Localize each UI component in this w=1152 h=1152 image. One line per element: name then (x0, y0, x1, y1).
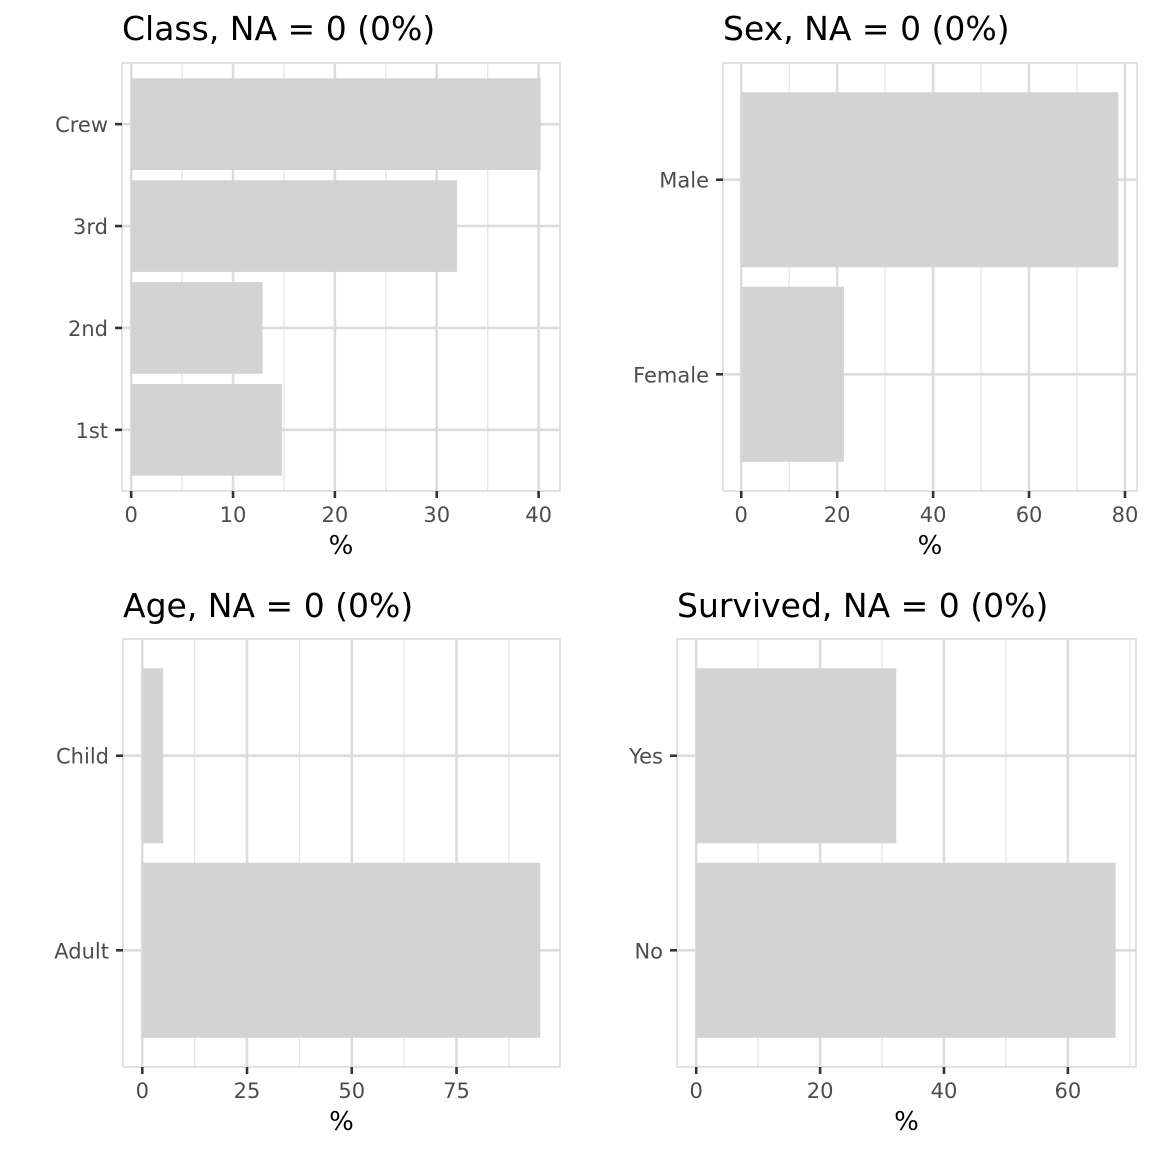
x-tick-label: 40 (931, 1079, 958, 1103)
bar-female (741, 286, 844, 462)
chart-title: Class, NA = 0 (0%) (122, 9, 435, 48)
x-axis-title: % (329, 531, 354, 561)
y-tick-label: No (634, 939, 663, 963)
x-tick-label: 75 (443, 1079, 470, 1103)
chart-title: Age, NA = 0 (0%) (123, 586, 413, 625)
y-tick-label: Yes (628, 745, 663, 769)
bar-male (741, 92, 1119, 268)
chart-title: Sex, NA = 0 (0%) (723, 9, 1010, 48)
x-tick-label: 20 (322, 503, 349, 527)
panel-border (122, 638, 561, 1068)
x-tick-label: 50 (338, 1079, 365, 1103)
x-tick-label: 10 (220, 503, 247, 527)
bar-child (142, 668, 164, 844)
y-tick-label: Adult (54, 939, 109, 963)
x-tick-label: 0 (690, 1079, 703, 1103)
x-axis-title: % (894, 1107, 919, 1137)
chart-panel-2: Female Male 0 20 40 60 80% Sex, NA = 0 (0%) (633, 9, 1138, 561)
y-tick-label: 1st (75, 419, 108, 443)
x-axis-title: % (918, 531, 943, 561)
chart-title: Survived, NA = 0 (0%) (677, 586, 1048, 625)
chart-panel-3: Adult Child 0 25 50 75% Age, NA = 0 (0%) (54, 586, 561, 1137)
x-tick-label: 25 (234, 1079, 261, 1103)
x-tick-label: 40 (525, 503, 552, 527)
x-tick-label: 0 (124, 503, 137, 527)
bar-3rd (131, 180, 458, 272)
bar-crew (131, 78, 541, 170)
x-tick-label: 60 (1054, 1079, 1081, 1103)
x-tick-label: 40 (920, 503, 947, 527)
panel-border (676, 638, 1137, 1068)
x-axis-title: % (329, 1107, 354, 1137)
panel-border (722, 62, 1138, 492)
y-tick-label: Male (659, 169, 709, 193)
panel-border (121, 62, 561, 492)
x-tick-label: 20 (824, 503, 851, 527)
bar-adult (142, 862, 541, 1038)
y-tick-label: Crew (55, 113, 108, 137)
y-tick-label: Child (56, 745, 109, 769)
chart-panel-4: No Yes 0 20 40 60% Survived, NA = 0 (0%) (628, 586, 1137, 1137)
bar-1st (131, 384, 282, 476)
bar-yes (696, 668, 897, 844)
y-tick-label: 2nd (68, 317, 108, 341)
x-tick-label: 60 (1016, 503, 1043, 527)
x-tick-label: 0 (735, 503, 748, 527)
y-tick-label: Female (633, 363, 709, 387)
bar-no (696, 862, 1116, 1038)
chart-panel-1: 1st 2nd 3rd Crew 0 10 20 30 40% Class, NA = 0 (0%… (55, 9, 561, 561)
x-tick-label: 20 (807, 1079, 834, 1103)
bar-2nd (131, 282, 263, 374)
x-tick-label: 0 (136, 1079, 149, 1103)
x-tick-label: 30 (423, 503, 450, 527)
x-tick-label: 80 (1112, 503, 1139, 527)
y-tick-label: 3rd (73, 215, 108, 239)
